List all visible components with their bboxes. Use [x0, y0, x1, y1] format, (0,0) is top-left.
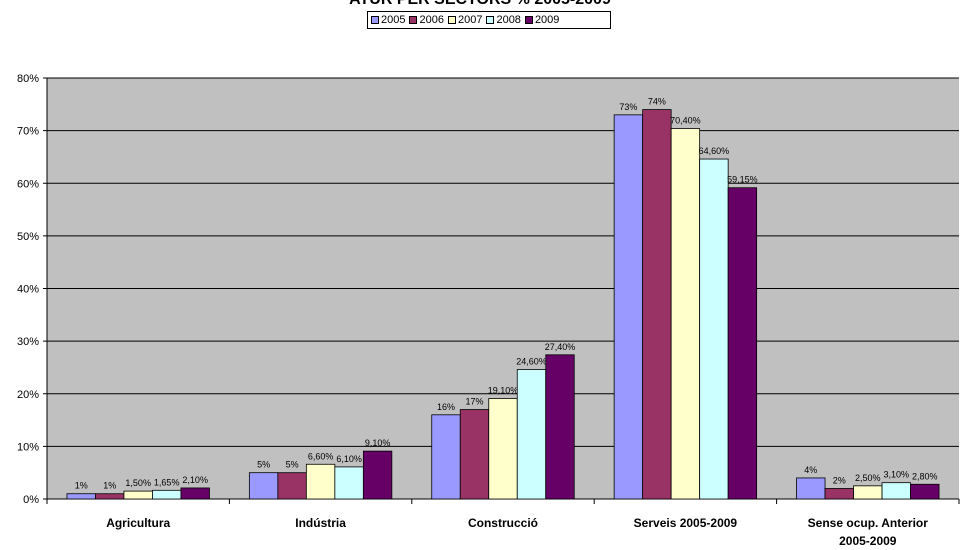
data-label: 1,50%: [125, 478, 151, 488]
data-label: 24,60%: [516, 357, 547, 367]
y-tick-label: 80%: [17, 73, 39, 85]
category-label: Serveis 2005-2009: [634, 516, 738, 530]
category-label: Construcció: [468, 516, 538, 530]
data-label: 27,40%: [545, 342, 576, 352]
legend-swatch-2006: [409, 16, 418, 24]
data-label: 3,10%: [884, 470, 910, 480]
data-label: 1%: [103, 481, 116, 491]
category-label: Indústria: [295, 516, 346, 530]
bar-2006: [95, 493, 125, 500]
legend-swatch-2007: [447, 16, 456, 24]
data-label: 2,80%: [912, 471, 938, 481]
data-label: 17%: [465, 397, 483, 407]
legend-swatch-2005: [371, 16, 379, 24]
legend-item-2008: 2008: [486, 14, 521, 26]
y-tick-label: 20%: [17, 389, 39, 401]
data-label: 73%: [619, 102, 637, 112]
category-label: Sense ocup. Anterior 2005-2009: [808, 516, 929, 548]
bar-2009: [545, 354, 575, 500]
category-label: Agricultura: [106, 516, 170, 530]
data-label: 16%: [437, 402, 455, 412]
data-label: 1%: [75, 481, 88, 491]
data-label: 5%: [286, 460, 299, 470]
bar-2008: [152, 489, 182, 500]
bar-2007: [853, 485, 883, 500]
y-tick-label: 0%: [23, 494, 39, 506]
bar-2005: [613, 114, 644, 500]
bar-2005: [66, 493, 96, 500]
bar-2008: [334, 466, 364, 500]
legend: 2005 2006 2007 2008 2009: [367, 11, 611, 29]
y-tick-label: 70%: [17, 126, 39, 138]
bar-2008: [881, 482, 911, 500]
legend-item-2005: 2005: [371, 14, 405, 26]
legend-item-2007: 2007: [447, 14, 483, 26]
y-tick-label: 10%: [17, 441, 39, 453]
y-tick-label: 50%: [17, 231, 39, 243]
data-label: 6,10%: [336, 454, 362, 464]
data-label: 19,10%: [488, 385, 519, 395]
data-label: 59,15%: [727, 175, 758, 185]
legend-label-2008: 2008: [496, 14, 521, 26]
bar-2008: [699, 158, 729, 500]
data-label: 2%: [833, 475, 846, 485]
legend-label-2007: 2007: [457, 14, 483, 26]
legend-item-2009: 2009: [524, 14, 560, 26]
legend-item-2006: 2006: [409, 14, 444, 26]
y-tick-label: 60%: [17, 178, 39, 190]
legend-swatch-2008: [486, 16, 495, 24]
legend-label-2005: 2005: [381, 14, 406, 26]
data-label: 70,40%: [670, 116, 701, 126]
chart-title: ATUR PER SECTORS % 2005-2009: [0, 0, 960, 9]
legend-swatch-2009: [524, 16, 533, 24]
data-label: 64,60%: [699, 146, 730, 156]
bar-2006: [642, 109, 672, 500]
bar-2007: [670, 128, 701, 500]
data-label: 1,65%: [154, 477, 180, 487]
data-label: 74%: [648, 97, 666, 107]
legend-label-2009: 2009: [534, 14, 560, 26]
bar-2009: [362, 450, 393, 500]
data-label: 9,10%: [365, 438, 391, 448]
bar-2007: [488, 398, 518, 500]
bar-2006: [277, 472, 307, 500]
data-label: 5%: [257, 460, 270, 470]
bar-2006: [459, 409, 490, 500]
data-label: 2,10%: [182, 475, 208, 485]
y-tick-label: 40%: [17, 284, 39, 296]
legend-label-2006: 2006: [419, 14, 444, 26]
data-label: 2,50%: [855, 473, 881, 483]
bar-2009: [910, 483, 940, 500]
data-label: 6,60%: [308, 451, 334, 461]
bar-2009: [727, 187, 758, 500]
data-label: 4%: [804, 465, 817, 475]
bar-2005: [248, 472, 279, 500]
bar-2009: [180, 487, 210, 500]
bar-2005: [796, 477, 826, 500]
bar-2007: [305, 463, 336, 500]
bar-2006: [824, 488, 854, 500]
bar-2007: [123, 490, 153, 500]
y-tick-label: 30%: [17, 336, 39, 348]
bar-2005: [431, 414, 461, 500]
bar-2008: [516, 369, 547, 500]
